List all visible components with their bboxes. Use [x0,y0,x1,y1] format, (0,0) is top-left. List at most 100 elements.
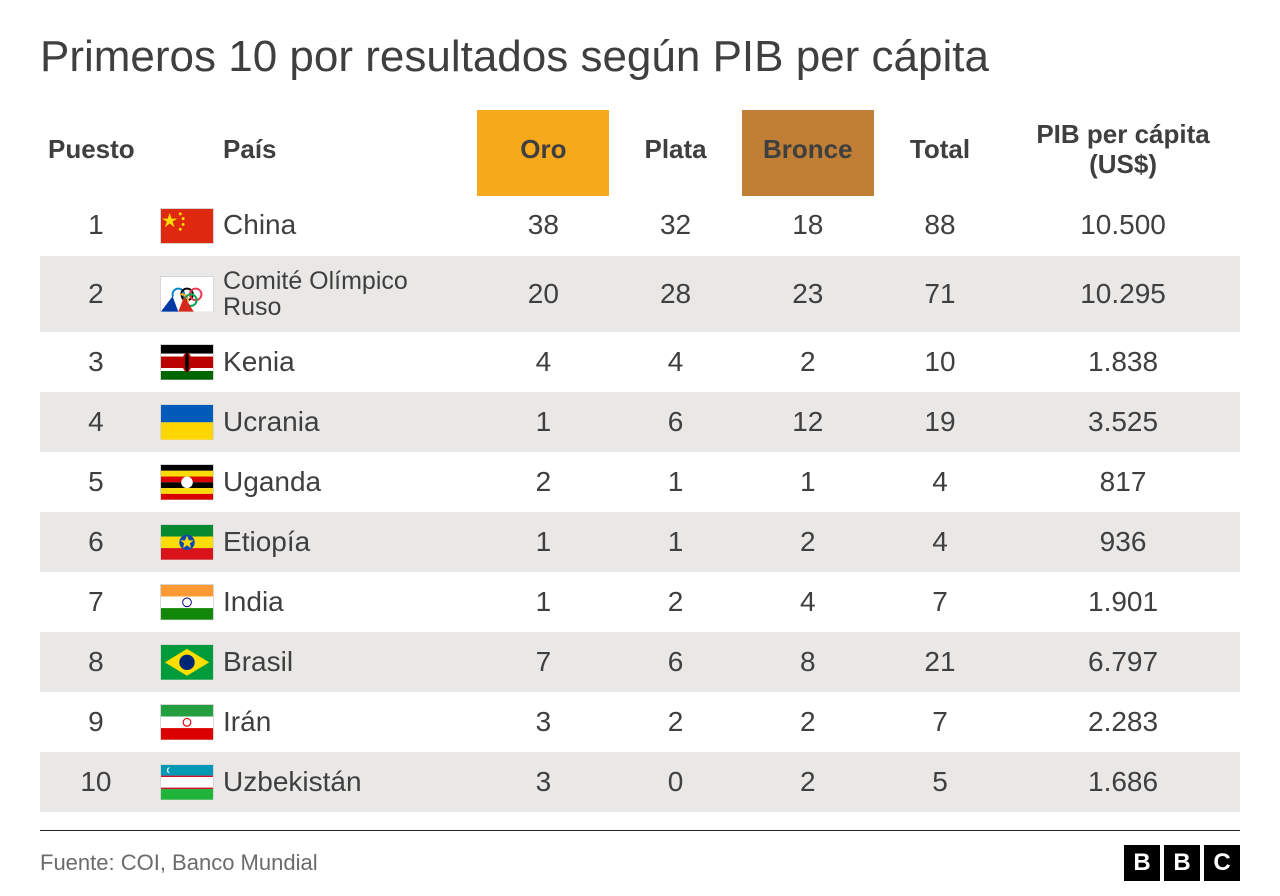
bbc-c: C [1204,845,1240,881]
cell-rank: 6 [40,512,152,572]
col-flag [152,110,223,196]
table-row: 6Etiopía1124936 [40,512,1240,572]
medal-table: Puesto País Oro Plata Bronce Total PIB p… [40,110,1240,812]
cell-gold: 1 [477,392,609,452]
cell-total: 19 [874,392,1006,452]
cell-total: 71 [874,256,1006,333]
flag-icon [160,584,214,620]
bbc-b1: B [1124,845,1160,881]
cell-gold: 4 [477,332,609,392]
col-gold: Oro [477,110,609,196]
bbc-logo: B B C [1124,845,1240,881]
cell-silver: 1 [609,512,741,572]
cell-flag [152,392,223,452]
cell-rank: 5 [40,452,152,512]
table-row: 9Irán32272.283 [40,692,1240,752]
cell-gdp: 936 [1006,512,1240,572]
cell-gdp: 817 [1006,452,1240,512]
cell-gdp: 2.283 [1006,692,1240,752]
cell-bronze: 12 [742,392,874,452]
cell-gdp: 3.525 [1006,392,1240,452]
cell-gold: 3 [477,752,609,812]
col-silver: Plata [609,110,741,196]
cell-gdp: 10.500 [1006,196,1240,256]
cell-bronze: 18 [742,196,874,256]
table-row: 10 Uzbekistán30251.686 [40,752,1240,812]
cell-gold: 3 [477,692,609,752]
cell-flag [152,196,223,256]
header-row: Puesto País Oro Plata Bronce Total PIB p… [40,110,1240,196]
cell-country: China [223,196,477,256]
cell-country: Uganda [223,452,477,512]
flag-icon [160,644,214,680]
table-row: 1China3832188810.500 [40,196,1240,256]
cell-rank: 9 [40,692,152,752]
cell-bronze: 4 [742,572,874,632]
cell-total: 21 [874,632,1006,692]
cell-total: 7 [874,692,1006,752]
flag-icon [160,276,214,312]
cell-flag [152,512,223,572]
cell-gold: 38 [477,196,609,256]
chart-title: Primeros 10 por resultados según PIB per… [40,32,1240,82]
cell-gdp: 1.686 [1006,752,1240,812]
cell-bronze: 8 [742,632,874,692]
cell-country: Ucrania [223,392,477,452]
col-country: País [223,110,477,196]
flag-icon [160,344,214,380]
table-row: 3Kenia442101.838 [40,332,1240,392]
cell-silver: 6 [609,392,741,452]
cell-country: Uzbekistán [223,752,477,812]
cell-silver: 32 [609,196,741,256]
cell-country: Etiopía [223,512,477,572]
cell-bronze: 2 [742,752,874,812]
cell-silver: 4 [609,332,741,392]
cell-silver: 0 [609,752,741,812]
cell-silver: 2 [609,572,741,632]
cell-gold: 20 [477,256,609,333]
cell-gold: 7 [477,632,609,692]
cell-total: 5 [874,752,1006,812]
cell-gdp: 6.797 [1006,632,1240,692]
cell-gdp: 1.901 [1006,572,1240,632]
cell-bronze: 2 [742,332,874,392]
cell-flag [152,752,223,812]
cell-total: 10 [874,332,1006,392]
cell-country: Kenia [223,332,477,392]
cell-silver: 6 [609,632,741,692]
flag-icon [160,404,214,440]
col-total: Total [874,110,1006,196]
cell-country: Comité Olímpico Ruso [223,256,477,333]
table-row: 7India12471.901 [40,572,1240,632]
cell-bronze: 2 [742,692,874,752]
table-body: 1China3832188810.5002Comité Olímpico Rus… [40,196,1240,813]
footer: Fuente: COI, Banco Mundial B B C [40,830,1240,881]
col-gdp: PIB per cápita (US$) [1006,110,1240,196]
table-row: 2Comité Olímpico Ruso2028237110.295 [40,256,1240,333]
flag-icon [160,704,214,740]
cell-bronze: 23 [742,256,874,333]
cell-silver: 1 [609,452,741,512]
col-bronze: Bronce [742,110,874,196]
flag-icon [160,208,214,244]
cell-rank: 3 [40,332,152,392]
cell-country: Irán [223,692,477,752]
cell-gold: 1 [477,512,609,572]
cell-rank: 10 [40,752,152,812]
flag-icon [160,764,214,800]
cell-total: 4 [874,512,1006,572]
table-row: 8Brasil768216.797 [40,632,1240,692]
cell-gold: 2 [477,452,609,512]
cell-flag [152,632,223,692]
bbc-b2: B [1164,845,1200,881]
cell-gold: 1 [477,572,609,632]
cell-flag [152,692,223,752]
cell-gdp: 10.295 [1006,256,1240,333]
cell-gdp: 1.838 [1006,332,1240,392]
cell-flag [152,332,223,392]
cell-bronze: 2 [742,512,874,572]
flag-icon [160,464,214,500]
cell-flag [152,452,223,512]
cell-bronze: 1 [742,452,874,512]
cell-rank: 2 [40,256,152,333]
